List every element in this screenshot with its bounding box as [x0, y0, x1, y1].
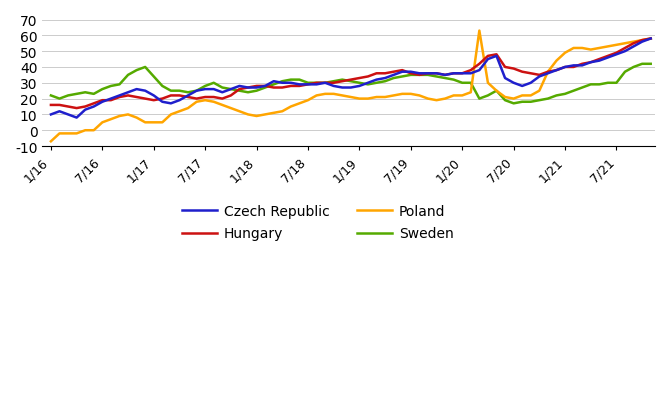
Line: Sweden: Sweden — [51, 65, 651, 104]
Czech Republic — [415, 71, 423, 76]
Hungary — [47, 103, 55, 108]
Poland — [621, 42, 629, 47]
Poland — [475, 29, 483, 34]
Hungary — [64, 105, 72, 110]
Poland — [338, 94, 346, 99]
Czech Republic — [647, 37, 655, 42]
Hungary — [647, 37, 655, 42]
Hungary — [347, 78, 355, 83]
Sweden — [621, 70, 629, 75]
Sweden — [510, 102, 518, 107]
Sweden — [638, 62, 646, 67]
Poland — [510, 97, 518, 102]
Line: Hungary: Hungary — [51, 39, 651, 109]
Sweden — [133, 69, 141, 74]
Czech Republic — [621, 50, 629, 55]
Hungary — [415, 73, 423, 78]
Sweden — [64, 94, 72, 99]
Sweden — [407, 73, 415, 78]
Czech Republic — [510, 81, 518, 86]
Hungary — [72, 106, 80, 111]
Czech Republic — [64, 113, 72, 118]
Czech Republic — [72, 116, 80, 121]
Legend: Czech Republic, Hungary, Poland, Sweden: Czech Republic, Hungary, Poland, Sweden — [177, 199, 460, 247]
Czech Republic — [47, 113, 55, 118]
Sweden — [338, 78, 346, 83]
Line: Czech Republic: Czech Republic — [51, 39, 651, 118]
Hungary — [510, 67, 518, 72]
Poland — [647, 37, 655, 42]
Sweden — [647, 62, 655, 67]
Poland — [47, 140, 55, 145]
Line: Poland: Poland — [51, 31, 651, 142]
Czech Republic — [227, 88, 235, 93]
Sweden — [595, 83, 603, 88]
Hungary — [227, 94, 235, 99]
Poland — [64, 132, 72, 137]
Poland — [218, 103, 226, 108]
Hungary — [621, 46, 629, 51]
Czech Republic — [347, 86, 355, 91]
Poland — [407, 92, 415, 97]
Sweden — [47, 94, 55, 99]
